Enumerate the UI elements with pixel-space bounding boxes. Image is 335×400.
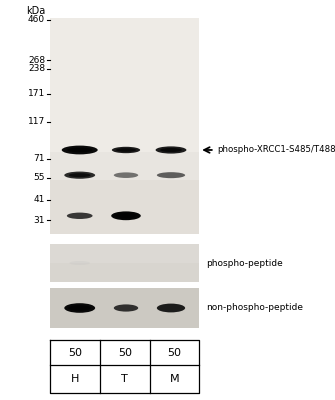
Ellipse shape — [116, 148, 136, 152]
Ellipse shape — [114, 304, 138, 312]
Ellipse shape — [64, 303, 95, 313]
Bar — [50, 244, 199, 282]
Text: 41: 41 — [34, 195, 45, 204]
Text: 31: 31 — [34, 216, 45, 225]
Text: 50: 50 — [68, 348, 82, 358]
Text: 238: 238 — [28, 64, 45, 74]
Text: 55: 55 — [34, 173, 45, 182]
Text: phospho-XRCC1-S485/T488: phospho-XRCC1-S485/T488 — [217, 146, 335, 154]
Bar — [50, 18, 199, 234]
Text: phospho-peptide: phospho-peptide — [206, 258, 282, 268]
Ellipse shape — [69, 261, 90, 265]
Text: T: T — [121, 374, 128, 384]
Text: 171: 171 — [28, 89, 45, 98]
Ellipse shape — [67, 212, 92, 219]
Ellipse shape — [157, 172, 185, 178]
Ellipse shape — [157, 304, 185, 312]
Text: M: M — [170, 374, 179, 384]
Text: 460: 460 — [28, 16, 45, 24]
Ellipse shape — [116, 213, 136, 218]
Ellipse shape — [111, 211, 141, 220]
Bar — [50, 180, 199, 234]
Ellipse shape — [68, 305, 91, 311]
Bar — [50, 288, 199, 328]
Ellipse shape — [64, 172, 95, 179]
Text: H: H — [71, 374, 79, 384]
Bar — [50, 244, 199, 263]
Text: 117: 117 — [28, 117, 45, 126]
Ellipse shape — [62, 146, 98, 154]
Ellipse shape — [67, 148, 92, 152]
Ellipse shape — [112, 147, 140, 153]
Ellipse shape — [114, 172, 138, 178]
Ellipse shape — [69, 173, 91, 177]
Text: 50: 50 — [168, 348, 182, 358]
Ellipse shape — [155, 146, 186, 154]
Text: 268: 268 — [28, 56, 45, 65]
Bar — [50, 18, 199, 152]
Text: kDa: kDa — [26, 6, 45, 16]
Text: 71: 71 — [34, 154, 45, 163]
Ellipse shape — [160, 148, 182, 152]
Text: 50: 50 — [118, 348, 132, 358]
Text: non-phospho-peptide: non-phospho-peptide — [206, 304, 303, 312]
